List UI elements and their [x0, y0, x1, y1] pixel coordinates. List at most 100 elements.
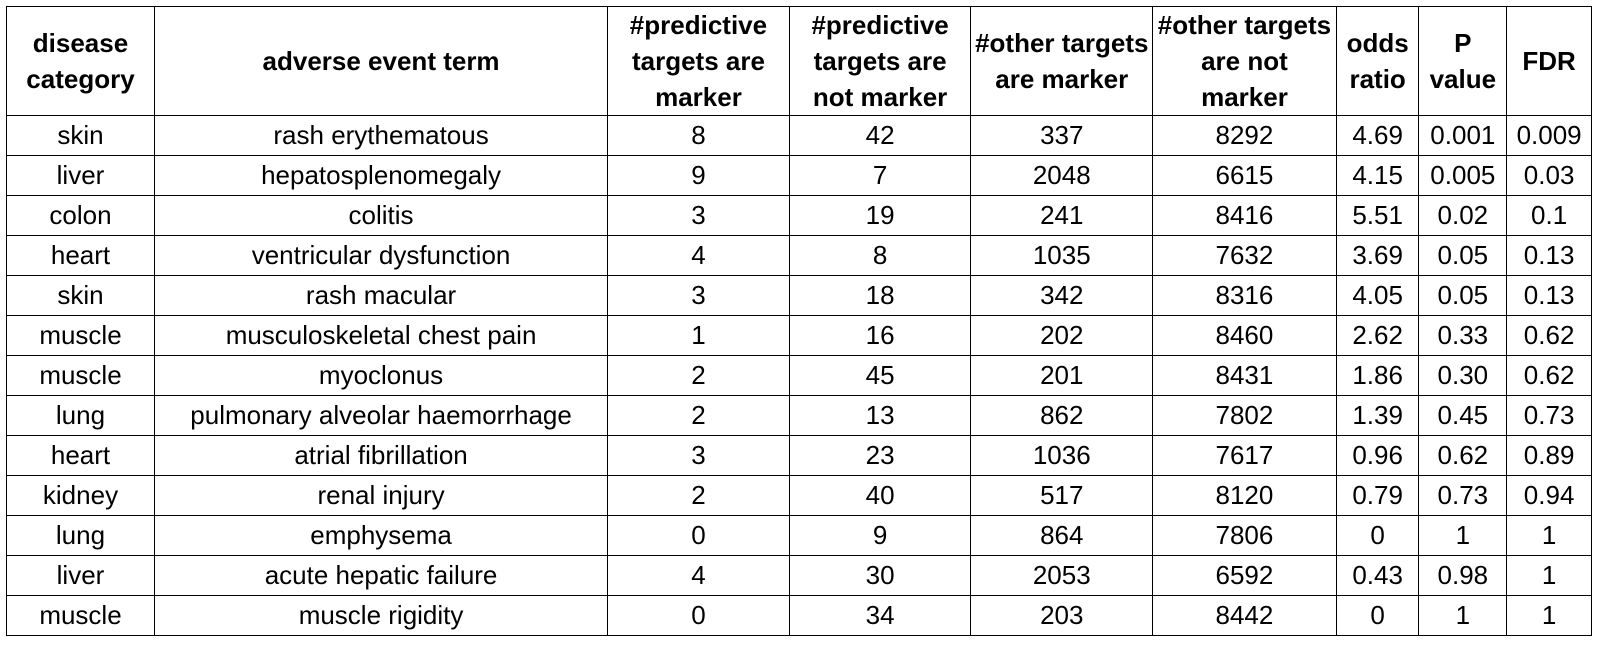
- header-disease-category: disease category: [6, 6, 155, 116]
- cell-fdr: 0.89: [1506, 435, 1592, 476]
- cell-odds-ratio: 1.39: [1335, 395, 1420, 436]
- cell-odds-ratio: 0.79: [1335, 475, 1420, 516]
- cell-predictive-not-marker: 18: [788, 275, 972, 316]
- cell-fdr: 0.1: [1506, 195, 1592, 236]
- cell-other-not-marker: 8431: [1152, 355, 1337, 396]
- cell-other-marker: 2048: [970, 155, 1154, 196]
- cell-disease-category: skin: [6, 275, 155, 316]
- cell-predictive-marker: 9: [607, 155, 790, 196]
- cell-p-value: 0.33: [1418, 315, 1508, 356]
- table-row: heart atrial fibrillation 3 23 1036 7617 0.96 0…: [6, 435, 1592, 476]
- cell-odds-ratio: 0.43: [1335, 555, 1420, 596]
- cell-odds-ratio: 0.96: [1335, 435, 1420, 476]
- cell-predictive-marker: 0: [607, 515, 790, 556]
- cell-predictive-marker: 2: [607, 395, 790, 436]
- cell-predictive-marker: 4: [607, 555, 790, 596]
- cell-adverse-event-term: atrial fibrillation: [153, 435, 609, 476]
- cell-predictive-not-marker: 16: [788, 315, 972, 356]
- cell-predictive-not-marker: 8: [788, 235, 972, 276]
- cell-odds-ratio: 1.86: [1335, 355, 1420, 396]
- cell-other-not-marker: 7632: [1152, 235, 1337, 276]
- cell-fdr: 0.94: [1506, 475, 1592, 516]
- cell-adverse-event-term: ventricular dysfunction: [153, 235, 609, 276]
- cell-disease-category: kidney: [6, 475, 155, 516]
- cell-p-value: 0.001: [1418, 115, 1508, 156]
- cell-other-not-marker: 8442: [1152, 595, 1337, 636]
- cell-predictive-not-marker: 9: [788, 515, 972, 556]
- cell-disease-category: liver: [6, 155, 155, 196]
- cell-adverse-event-term: renal injury: [153, 475, 609, 516]
- cell-predictive-marker: 1: [607, 315, 790, 356]
- cell-p-value: 0.98: [1418, 555, 1508, 596]
- cell-odds-ratio: 3.69: [1335, 235, 1420, 276]
- cell-predictive-not-marker: 7: [788, 155, 972, 196]
- cell-other-marker: 517: [970, 475, 1154, 516]
- cell-odds-ratio: 4.69: [1335, 115, 1420, 156]
- cell-other-marker: 241: [970, 195, 1154, 236]
- cell-other-not-marker: 6592: [1152, 555, 1337, 596]
- cell-fdr: 0.62: [1506, 355, 1592, 396]
- cell-odds-ratio: 5.51: [1335, 195, 1420, 236]
- cell-other-marker: 342: [970, 275, 1154, 316]
- cell-predictive-marker: 3: [607, 195, 790, 236]
- cell-disease-category: heart: [6, 235, 155, 276]
- cell-predictive-not-marker: 23: [788, 435, 972, 476]
- cell-disease-category: muscle: [6, 315, 155, 356]
- table-container: disease category adverse event term #pre…: [6, 6, 1592, 636]
- cell-other-marker: 202: [970, 315, 1154, 356]
- table-row: lung pulmonary alveolar haemorrhage 2 13 862…: [6, 395, 1592, 436]
- cell-adverse-event-term: hepatosplenomegaly: [153, 155, 609, 196]
- cell-other-marker: 2053: [970, 555, 1154, 596]
- header-fdr: FDR: [1506, 6, 1592, 116]
- cell-predictive-marker: 3: [607, 435, 790, 476]
- cell-fdr: 0.009: [1506, 115, 1592, 156]
- cell-odds-ratio: 2.62: [1335, 315, 1420, 356]
- table-row: muscle myoclonus 2 45 201 8431 1.86 0.30 0.62: [6, 355, 1592, 396]
- cell-odds-ratio: 4.15: [1335, 155, 1420, 196]
- table-row: heart ventricular dysfunction 4 8 1035 7632 3.…: [6, 235, 1592, 276]
- cell-other-marker: 203: [970, 595, 1154, 636]
- cell-adverse-event-term: musculoskeletal chest pain: [153, 315, 609, 356]
- cell-fdr: 1: [1506, 515, 1592, 556]
- table-row: kidney renal injury 2 40 517 8120 0.79 0.73 0.94: [6, 475, 1592, 516]
- header-other-not-marker: #other targets are not marker: [1152, 6, 1337, 116]
- cell-disease-category: muscle: [6, 355, 155, 396]
- cell-predictive-not-marker: 19: [788, 195, 972, 236]
- cell-disease-category: liver: [6, 555, 155, 596]
- header-predictive-marker: #predictive targets are marker: [607, 6, 790, 116]
- cell-fdr: 0.03: [1506, 155, 1592, 196]
- cell-other-marker: 862: [970, 395, 1154, 436]
- cell-predictive-not-marker: 42: [788, 115, 972, 156]
- cell-disease-category: heart: [6, 435, 155, 476]
- cell-odds-ratio: 0: [1335, 515, 1420, 556]
- table-row: liver hepatosplenomegaly 9 7 2048 6615 4.15 0.0…: [6, 155, 1592, 196]
- cell-other-marker: 337: [970, 115, 1154, 156]
- cell-adverse-event-term: muscle rigidity: [153, 595, 609, 636]
- cell-predictive-marker: 8: [607, 115, 790, 156]
- cell-predictive-marker: 4: [607, 235, 790, 276]
- cell-adverse-event-term: rash erythematous: [153, 115, 609, 156]
- table-row: muscle muscle rigidity 0 34 203 8442 0 1 1: [6, 595, 1592, 636]
- cell-predictive-marker: 3: [607, 275, 790, 316]
- cell-other-not-marker: 7802: [1152, 395, 1337, 436]
- cell-predictive-marker: 2: [607, 355, 790, 396]
- cell-other-marker: 1035: [970, 235, 1154, 276]
- adverse-event-table: disease category adverse event term #pre…: [6, 6, 1592, 636]
- cell-p-value: 0.62: [1418, 435, 1508, 476]
- cell-predictive-marker: 0: [607, 595, 790, 636]
- table-body: skin rash erythematous 8 42 337 8292 4.69 0.001…: [6, 115, 1592, 636]
- cell-other-not-marker: 8416: [1152, 195, 1337, 236]
- cell-p-value: 0.05: [1418, 275, 1508, 316]
- cell-fdr: 1: [1506, 555, 1592, 596]
- cell-other-marker: 1036: [970, 435, 1154, 476]
- cell-predictive-not-marker: 13: [788, 395, 972, 436]
- cell-disease-category: lung: [6, 515, 155, 556]
- cell-disease-category: lung: [6, 395, 155, 436]
- cell-predictive-not-marker: 45: [788, 355, 972, 396]
- cell-adverse-event-term: rash macular: [153, 275, 609, 316]
- cell-predictive-not-marker: 40: [788, 475, 972, 516]
- cell-p-value: 0.45: [1418, 395, 1508, 436]
- cell-fdr: 0.13: [1506, 275, 1592, 316]
- header-other-marker: #other targets are marker: [970, 6, 1154, 116]
- cell-other-marker: 201: [970, 355, 1154, 396]
